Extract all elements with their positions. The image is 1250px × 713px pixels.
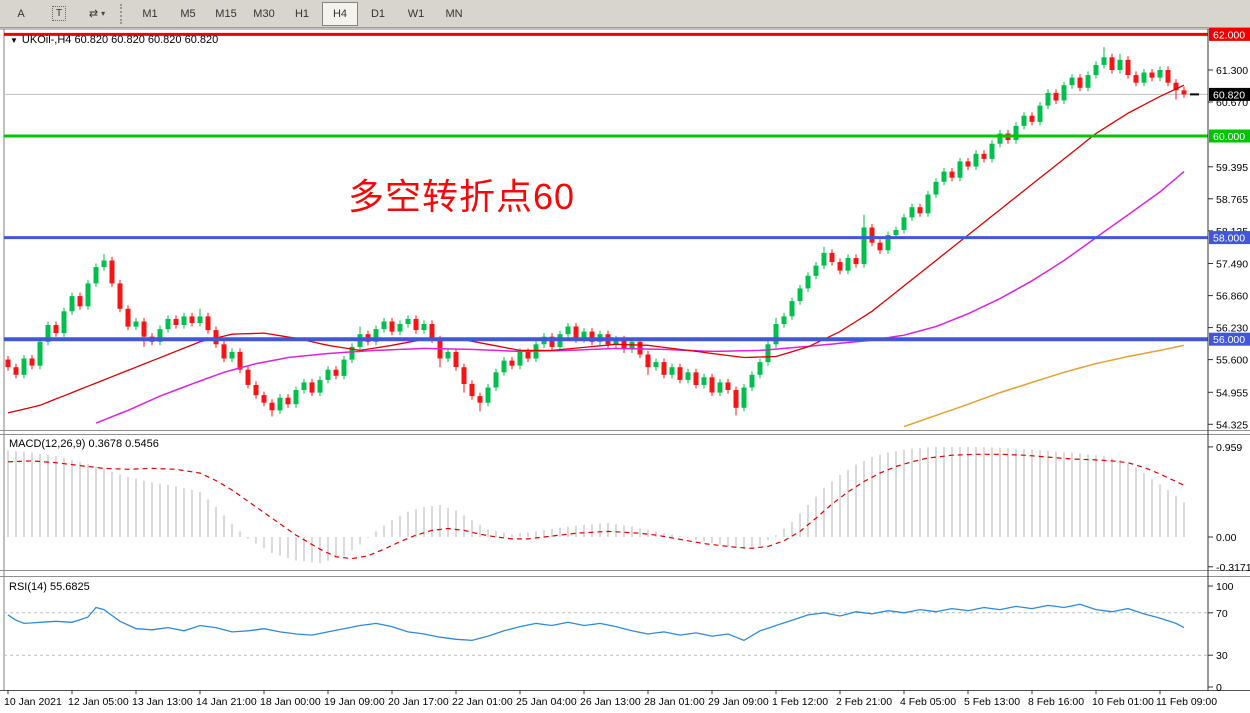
svg-text:59.395: 59.395 — [1216, 162, 1248, 174]
svg-text:56.000: 56.000 — [1213, 334, 1245, 346]
svg-text:56.860: 56.860 — [1216, 291, 1248, 303]
svg-text:57.490: 57.490 — [1216, 259, 1248, 271]
svg-text:12 Jan 05:00: 12 Jan 05:00 — [68, 696, 129, 708]
svg-text:29 Jan 09:00: 29 Jan 09:00 — [708, 696, 769, 708]
svg-text:0.00: 0.00 — [1216, 532, 1237, 544]
macd-indicator-label: MACD(12,26,9) 0.3678 0.5456 — [9, 438, 159, 450]
chart-window: 61.30060.67059.39558.76558.13557.49056.8… — [0, 28, 1250, 713]
svg-text:0.959: 0.959 — [1216, 442, 1242, 454]
text-box-icon: T — [51, 6, 67, 21]
timeframe-button-h4[interactable]: H4 — [322, 1, 358, 26]
timeframe-button-m30[interactable]: M30 — [253, 7, 275, 20]
svg-text:70: 70 — [1216, 608, 1228, 620]
horizontal-level-lines[interactable] — [4, 32, 1208, 342]
symbol-ohlc-label: ▼ UKOil-,H4 60.820 60.820 60.820 60.820 — [10, 34, 219, 46]
svg-text:60.820: 60.820 — [1213, 89, 1245, 101]
chart-canvas: 61.30060.67059.39558.76558.13557.49056.8… — [0, 28, 1250, 713]
svg-text:28 Jan 01:00: 28 Jan 01:00 — [644, 696, 705, 708]
rsi-panel — [4, 612, 1208, 656]
svg-text:58.000: 58.000 — [1213, 233, 1245, 245]
svg-text:10 Jan 2021: 10 Jan 2021 — [4, 696, 62, 708]
svg-text:1 Feb 12:00: 1 Feb 12:00 — [772, 696, 828, 708]
annotation-text[interactable]: 多空转折点60 — [348, 176, 576, 217]
svg-text:56.230: 56.230 — [1216, 323, 1248, 335]
svg-text:5 Feb 13:00: 5 Feb 13:00 — [964, 696, 1020, 708]
svg-text:10 Feb 01:00: 10 Feb 01:00 — [1092, 696, 1154, 708]
arrows-icon: ⇄ — [88, 8, 99, 20]
price-axis[interactable]: 61.30060.67059.39558.76558.13557.49056.8… — [1207, 29, 1250, 694]
toolbar-grip[interactable] — [120, 3, 125, 24]
svg-text:60.000: 60.000 — [1213, 131, 1245, 143]
svg-text:11 Feb 09:00: 11 Feb 09:00 — [1156, 696, 1217, 708]
svg-text:-0.3171: -0.3171 — [1216, 562, 1250, 574]
svg-text:0: 0 — [1216, 682, 1222, 694]
rsi-line — [7, 603, 1185, 642]
svg-text:100: 100 — [1216, 581, 1234, 593]
collapse-triangle-icon[interactable]: ▼ — [10, 36, 18, 45]
panel-borders — [0, 28, 1250, 713]
timeframe-button-m5[interactable]: M5 — [180, 7, 196, 20]
svg-text:30: 30 — [1216, 650, 1228, 662]
letter-a-icon: A — [17, 7, 25, 20]
timeframe-button-group: M1 M5 M15 M30 H1 H4 D1 W1 MN — [131, 1, 473, 26]
text-label-button[interactable]: T — [41, 2, 77, 26]
svg-text:4 Feb 05:00: 4 Feb 05:00 — [900, 696, 956, 708]
svg-text:54.955: 54.955 — [1216, 387, 1248, 399]
svg-text:62.000: 62.000 — [1213, 29, 1245, 41]
annotate-text-button[interactable]: A — [3, 2, 39, 26]
svg-text:2 Feb 21:00: 2 Feb 21:00 — [836, 696, 892, 708]
svg-text:14 Jan 21:00: 14 Jan 21:00 — [196, 696, 257, 708]
svg-text:26 Jan 13:00: 26 Jan 13:00 — [580, 696, 641, 708]
price-axis-badges: 62.000 60.000 58.000 56.000 60.820 — [1209, 28, 1250, 346]
time-axis[interactable]: 10 Jan 2021 12 Jan 05:00 13 Jan 13:00 14 Ja… — [4, 690, 1217, 708]
timeframe-button-mn[interactable]: MN — [445, 7, 463, 20]
svg-text:61.300: 61.300 — [1216, 65, 1248, 77]
timeframe-button-h1[interactable]: H1 — [294, 7, 310, 20]
rsi-indicator-label: RSI(14) 55.6825 — [9, 581, 90, 593]
timeframe-button-d1[interactable]: D1 — [370, 7, 386, 20]
svg-text:13 Jan 13:00: 13 Jan 13:00 — [132, 696, 193, 708]
macd-signal-line — [7, 453, 1185, 560]
svg-text:8 Feb 16:00: 8 Feb 16:00 — [1028, 696, 1084, 708]
svg-text:54.325: 54.325 — [1216, 419, 1248, 431]
line-studies-dropdown-button[interactable]: ⇄ ▾ — [79, 2, 115, 26]
svg-text:55.600: 55.600 — [1216, 355, 1248, 367]
ma-mid-line — [95, 171, 1185, 424]
timeframe-button-m15[interactable]: M15 — [215, 7, 237, 20]
chevron-down-icon: ▾ — [101, 9, 106, 18]
svg-text:18 Jan 00:00: 18 Jan 00:00 — [260, 696, 321, 708]
candlestick-layer — [5, 47, 1187, 417]
svg-text:19 Jan 09:00: 19 Jan 09:00 — [324, 696, 385, 708]
ma-slow-line — [903, 344, 1185, 428]
svg-text:25 Jan 04:00: 25 Jan 04:00 — [516, 696, 577, 708]
svg-text:22 Jan 01:00: 22 Jan 01:00 — [452, 696, 513, 708]
macd-panel — [7, 446, 1185, 564]
timeframe-button-w1[interactable]: W1 — [407, 7, 425, 20]
top-toolbar: A T ⇄ ▾ M1 M5 M15 M30 H1 H4 D1 W1 MN — [0, 0, 1250, 28]
svg-text:20 Jan 17:00: 20 Jan 17:00 — [388, 696, 449, 708]
timeframe-button-m1[interactable]: M1 — [142, 7, 158, 20]
svg-text:58.765: 58.765 — [1216, 194, 1248, 206]
